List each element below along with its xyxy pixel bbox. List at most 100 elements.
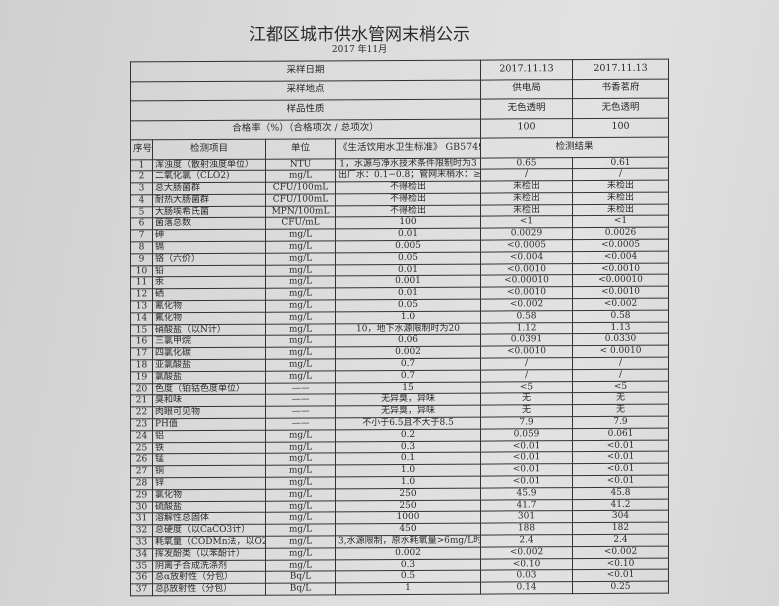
test-item: 溶解性总固体 — [152, 512, 266, 525]
result-site-2: 41.2 — [572, 498, 669, 512]
header-unit: 单位 — [265, 138, 336, 159]
result-site-2: 无 — [572, 392, 669, 405]
test-item: 铁 — [152, 441, 266, 455]
test-item: 铜 — [152, 465, 266, 478]
unit: mg/L — [265, 252, 336, 265]
result-site-2: <0.01 — [572, 463, 669, 476]
test-item: 锌 — [152, 477, 266, 490]
test-item: 色度（铂钴色度单位） — [152, 382, 266, 396]
test-item: 氟化物 — [152, 312, 266, 325]
row-number: 5 — [130, 206, 153, 219]
result-site-1: / — [480, 168, 573, 182]
row-number: 37 — [130, 583, 153, 596]
header-item: 检测项目 — [152, 139, 266, 160]
row-number: 11 — [130, 277, 153, 290]
row-number: 29 — [130, 489, 153, 502]
result-site-2: 未检出 — [572, 203, 669, 217]
result-site-1: 0.0029 — [480, 227, 573, 241]
standard-limit: 0.002 — [335, 546, 481, 560]
unit: —— — [265, 394, 336, 407]
meta-value: 2017.11.13 — [572, 59, 669, 80]
unit: mg/L — [265, 488, 336, 501]
meta-label: 采样地点 — [130, 79, 481, 101]
result-site-2: <0.0010 — [572, 286, 669, 299]
row-number: 18 — [130, 359, 153, 372]
standard-limit: 0.05 — [335, 299, 481, 312]
standard-limit: 1.0 — [335, 310, 481, 324]
result-site-1: <0.01 — [480, 452, 573, 465]
row-number: 33 — [130, 536, 153, 549]
standard-limit: 3,水源限制，原水耗氧量>6mg/L时为5 — [335, 535, 481, 548]
standard-limit: 15 — [335, 381, 481, 395]
result-site-2: 0.0026 — [572, 227, 669, 240]
result-site-2: 0.58 — [572, 309, 669, 323]
unit: mg/L — [265, 429, 336, 442]
standard-limit: 1000 — [335, 511, 481, 525]
row-number: 10 — [130, 265, 153, 278]
standard-limit: 0.3 — [335, 558, 481, 572]
standard-limit: 0.01 — [335, 287, 481, 300]
test-item: 铬（六价） — [152, 253, 266, 266]
row-number: 34 — [130, 548, 153, 561]
unit: mg/L — [265, 347, 336, 360]
test-item: 耐热大肠菌群 — [152, 194, 266, 207]
result-site-2: 182 — [572, 522, 669, 535]
test-item: 阴离子合成洗涤剂 — [152, 559, 266, 573]
result-site-2: <0.002 — [572, 298, 669, 311]
test-item: 浑浊度（散射浊度单位） — [152, 158, 266, 172]
test-item: 氯酸盐 — [152, 371, 266, 384]
result-site-1: 188 — [480, 522, 573, 536]
result-site-2: 0.061 — [572, 427, 669, 441]
result-site-2: / — [572, 368, 669, 382]
result-site-1: 未检出 — [480, 204, 573, 217]
result-site-1: <0.004 — [480, 251, 573, 264]
unit: mg/L — [265, 288, 336, 301]
result-site-1: 0.059 — [480, 428, 573, 441]
standard-limit: 450 — [335, 523, 481, 536]
test-item: 汞 — [152, 276, 266, 290]
meta-value: 100 — [480, 118, 573, 139]
header-no: 序号 — [130, 139, 153, 160]
unit: mg/L — [265, 476, 336, 490]
test-item: 肉眼可见物 — [152, 406, 266, 419]
result-site-1: 无 — [480, 404, 573, 418]
row-number: 4 — [130, 194, 153, 207]
result-site-2: 1.13 — [572, 321, 669, 335]
row-number: 6 — [130, 218, 153, 231]
test-item: 镉 — [152, 241, 266, 254]
meta-label: 采样日期 — [130, 60, 481, 82]
standard-limit: 10，地下水源限制时为20 — [335, 322, 481, 336]
result-site-1: <0.10 — [480, 558, 573, 571]
row-number: 17 — [130, 348, 153, 360]
standard-limit: 0.01 — [335, 228, 481, 241]
unit: —— — [265, 417, 336, 431]
test-item: 总β放射性（分包） — [152, 583, 266, 596]
result-site-1: / — [480, 369, 573, 382]
standard-limit: 出厂水：0.1−0.8；管网末梢水：≥0.02 — [335, 169, 481, 182]
standard-limit: 不小于6.5且不大于8.5 — [335, 417, 481, 430]
unit: mg/L — [265, 465, 336, 478]
row-number: 20 — [130, 383, 153, 396]
test-item: 菌落总数 — [152, 217, 266, 231]
result-site-2: 2.4 — [572, 534, 669, 547]
result-site-2: 0.25 — [572, 581, 669, 594]
test-item: 亚氯酸盐 — [152, 359, 266, 372]
result-site-1: 0.65 — [480, 157, 573, 170]
result-site-2: <0.01 — [572, 569, 669, 582]
result-site-2: <5 — [572, 380, 669, 394]
row-number: 12 — [130, 289, 153, 301]
standard-limit: 不得检出 — [335, 192, 481, 206]
standard-limit: 1，水源与净水技术条件限制时为3 — [335, 157, 481, 171]
standard-limit: 0.5 — [335, 570, 481, 584]
unit: mg/L — [265, 441, 336, 454]
result-site-1: 2.4 — [480, 534, 573, 547]
result-site-1: <0.0010 — [480, 345, 573, 359]
unit: mg/L — [265, 358, 336, 372]
row-number: 9 — [130, 253, 153, 266]
unit: mg/L — [265, 276, 336, 289]
row-number: 36 — [130, 572, 153, 585]
test-item: 砷 — [152, 229, 266, 242]
test-item: 四氯化碳 — [152, 347, 266, 360]
result-site-1: <0.0010 — [480, 286, 573, 300]
result-site-2: <0.00010 — [572, 274, 669, 287]
